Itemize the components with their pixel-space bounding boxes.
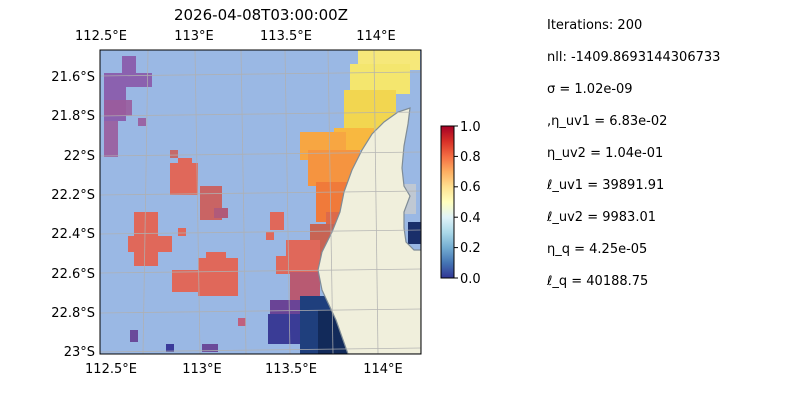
eta-q-label: η_q = 4.25e-05 <box>547 242 648 257</box>
colorbar-tick-label: 0.6 <box>460 180 481 195</box>
ell-q-label: ℓ_q = 40188.75 <box>547 274 649 289</box>
lon-tick-label: 113.5°E <box>265 362 317 377</box>
sigma-label: σ = 1.02e-09 <box>547 82 633 97</box>
lon-tick-label: 112.5°E <box>85 362 137 377</box>
land <box>317 50 421 354</box>
iterations-label: Iterations: 200 <box>547 18 643 33</box>
colorbar-tick-label: 0.2 <box>460 241 481 256</box>
lat-tick-label: 22.8°S <box>51 306 95 321</box>
lon-tick-label: 114°E <box>356 29 396 44</box>
colorbar-ticks <box>454 125 458 279</box>
lon-tick-label: 113°E <box>182 362 222 377</box>
lat-ticks: 21.6°S 21.8°S 22°S 22.2°S 22.4°S 22.6°S … <box>51 70 95 360</box>
lat-tick-label: 22.4°S <box>51 227 95 242</box>
colorbar-tick-label: 0.4 <box>460 211 481 226</box>
nll-label: nll: -1409.8693144306733 <box>547 50 721 65</box>
eta-uv1-label: ,η_uv1 = 6.83e-02 <box>547 114 668 129</box>
colorbar-tick-label: 0.8 <box>460 150 481 165</box>
lon-tick-label: 114°E <box>363 362 403 377</box>
lat-tick-label: 21.6°S <box>51 70 95 85</box>
colorbar-tick-label: 0.0 <box>460 272 481 287</box>
lon-ticks-bottom: 112.5°E 113°E 113.5°E 114°E <box>85 362 403 377</box>
lon-tick-label: 112.5°E <box>75 29 127 44</box>
lat-tick-label: 22.2°S <box>51 188 95 203</box>
lon-tick-label: 113°E <box>174 29 214 44</box>
colorbar-labels: 0.0 0.2 0.4 0.6 0.8 1.0 <box>460 120 481 287</box>
ell-uv1-label: ℓ_uv1 = 39891.91 <box>547 178 665 193</box>
lat-tick-label: 22.6°S <box>51 267 95 282</box>
ell-uv2-label: ℓ_uv2 = 9983.01 <box>547 210 656 225</box>
lat-tick-label: 22°S <box>64 149 95 164</box>
parameter-panel: Iterations: 200 nll: -1409.8693144306733… <box>547 18 787 306</box>
lat-tick-label: 23°S <box>64 345 95 360</box>
map-frame <box>99 49 422 355</box>
lat-tick-label: 21.8°S <box>51 109 95 124</box>
eta-uv2-label: η_uv2 = 1.04e-01 <box>547 146 664 161</box>
map-title: 2026-04-08T03:00:00Z <box>174 6 348 24</box>
colorbar <box>440 125 455 279</box>
lon-tick-label: 113.5°E <box>260 29 312 44</box>
graticule <box>100 50 421 354</box>
lon-ticks-top: 112.5°E 113°E 113.5°E 114°E <box>75 29 396 44</box>
colorbar-tick-label: 1.0 <box>460 120 481 135</box>
